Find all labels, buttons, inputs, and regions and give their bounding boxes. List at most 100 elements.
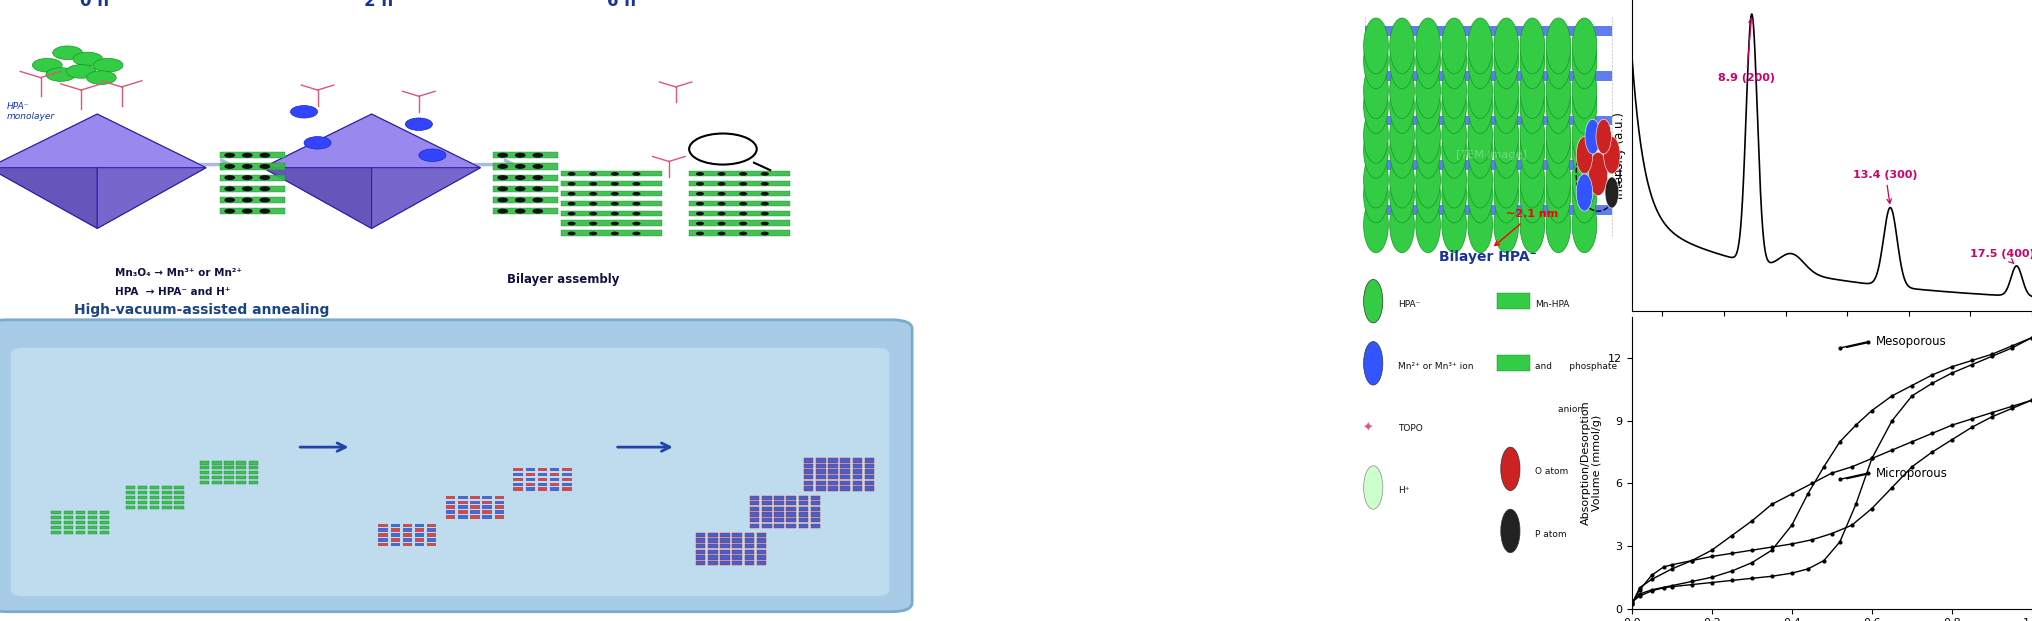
Bar [774, 501, 784, 505]
Bar [75, 531, 85, 534]
Text: ~2.1 nm: ~2.1 nm [1496, 209, 1559, 245]
Text: 6 h: 6 h [608, 0, 636, 10]
Bar [750, 507, 760, 511]
Bar [457, 510, 467, 514]
Bar [707, 544, 717, 548]
Bar [561, 230, 662, 236]
Circle shape [532, 164, 543, 169]
Bar [774, 507, 784, 511]
Circle shape [260, 175, 270, 180]
Bar [390, 533, 400, 537]
Bar [719, 550, 729, 554]
Circle shape [632, 192, 640, 196]
Bar [150, 501, 158, 504]
Bar [236, 466, 246, 469]
Bar [75, 511, 85, 514]
Circle shape [1494, 122, 1518, 178]
Bar [829, 475, 837, 479]
Bar [1498, 293, 1530, 309]
Polygon shape [0, 168, 205, 229]
Bar [248, 461, 258, 465]
Bar [561, 181, 662, 186]
Bar [163, 501, 171, 504]
Bar [138, 501, 146, 504]
Bar [482, 501, 492, 504]
Bar [1366, 71, 1611, 81]
Bar [199, 476, 209, 479]
Bar [378, 528, 388, 532]
Bar [866, 481, 874, 485]
Circle shape [514, 164, 526, 169]
Bar [100, 511, 110, 514]
Circle shape [717, 232, 725, 235]
Bar [163, 496, 171, 499]
Bar [805, 469, 813, 474]
Circle shape [260, 164, 270, 169]
Bar [563, 468, 571, 471]
Bar [744, 555, 754, 560]
Circle shape [632, 182, 640, 186]
Circle shape [532, 175, 543, 180]
Circle shape [1520, 107, 1544, 163]
Circle shape [87, 71, 116, 84]
Bar [378, 524, 388, 527]
Circle shape [498, 186, 508, 191]
Bar [211, 466, 221, 469]
Bar [402, 524, 412, 527]
Bar [175, 506, 183, 509]
Circle shape [695, 212, 703, 215]
Circle shape [1443, 167, 1467, 223]
Bar [786, 518, 797, 522]
Bar [236, 461, 246, 465]
Bar [756, 544, 766, 548]
Circle shape [1390, 197, 1414, 253]
Circle shape [1573, 63, 1597, 119]
Bar [732, 544, 742, 548]
Bar [841, 458, 849, 463]
Circle shape [260, 209, 270, 214]
Bar [100, 526, 110, 529]
Circle shape [1363, 167, 1388, 223]
Bar [762, 496, 772, 500]
Circle shape [532, 153, 543, 158]
Bar [138, 486, 146, 489]
Circle shape [514, 175, 526, 180]
Bar [774, 518, 784, 522]
Circle shape [1467, 197, 1494, 253]
Bar [100, 531, 110, 534]
Bar [87, 526, 98, 529]
Bar [427, 533, 437, 537]
Circle shape [1605, 177, 1620, 208]
Circle shape [93, 58, 124, 72]
Circle shape [1443, 18, 1467, 74]
Circle shape [1443, 107, 1467, 163]
Bar [551, 478, 559, 481]
Bar [175, 501, 183, 504]
Text: anion: anion [1534, 406, 1583, 414]
Circle shape [1546, 197, 1571, 253]
Bar [378, 543, 388, 546]
Bar [75, 526, 85, 529]
Bar [799, 496, 809, 500]
Bar [689, 211, 790, 216]
Text: HPA⁻: HPA⁻ [1398, 300, 1420, 309]
Bar [719, 561, 729, 565]
Bar [561, 220, 662, 226]
Bar [219, 152, 284, 158]
Bar [805, 486, 813, 491]
Circle shape [1416, 197, 1441, 253]
Bar [538, 487, 547, 491]
Bar [150, 491, 158, 494]
Bar [126, 486, 134, 489]
Bar [719, 555, 729, 560]
Bar [378, 538, 388, 542]
Bar [150, 496, 158, 499]
Circle shape [695, 172, 703, 176]
Bar [211, 461, 221, 465]
Circle shape [1467, 63, 1494, 119]
Bar [494, 496, 504, 499]
Bar [786, 524, 797, 528]
Bar [538, 483, 547, 486]
Circle shape [760, 182, 768, 186]
Bar [695, 555, 705, 560]
